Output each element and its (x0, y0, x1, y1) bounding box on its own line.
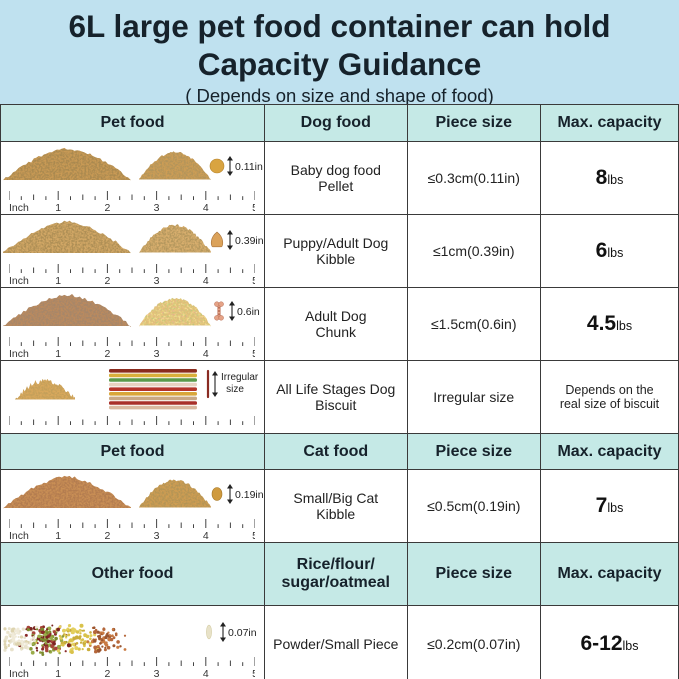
svg-text:0.6in: 0.6in (237, 306, 260, 318)
svg-text:Irregular: Irregular (221, 372, 259, 383)
svg-text:4: 4 (203, 202, 209, 214)
svg-text:1: 1 (55, 530, 61, 542)
svg-text:0.11in: 0.11in (235, 161, 263, 173)
svg-text:Inch: Inch (9, 348, 29, 360)
svg-text:3: 3 (154, 202, 160, 214)
svg-text:5: 5 (252, 668, 258, 679)
svg-text:2: 2 (104, 348, 110, 360)
svg-text:Inch: Inch (9, 530, 29, 542)
svg-text:size: size (226, 384, 244, 395)
svg-text:Inch: Inch (9, 202, 29, 214)
svg-text:4: 4 (203, 530, 209, 542)
svg-text:1: 1 (55, 348, 61, 360)
svg-text:0.19in: 0.19in (235, 489, 264, 501)
svg-text:2: 2 (104, 668, 110, 679)
svg-text:2: 2 (104, 275, 110, 287)
svg-text:3: 3 (154, 530, 160, 542)
svg-text:1: 1 (55, 668, 61, 679)
svg-text:2: 2 (104, 202, 110, 214)
svg-text:0.07in: 0.07in (228, 627, 257, 639)
svg-text:3: 3 (154, 668, 160, 679)
svg-text:3: 3 (154, 275, 160, 287)
svg-text:5: 5 (252, 348, 258, 360)
svg-text:5: 5 (252, 275, 258, 287)
svg-text:Inch: Inch (9, 275, 29, 287)
svg-text:5: 5 (252, 530, 258, 542)
svg-text:Inch: Inch (9, 668, 29, 679)
svg-text:4: 4 (203, 668, 209, 679)
svg-text:0.39in: 0.39in (235, 235, 264, 247)
svg-text:1: 1 (55, 275, 61, 287)
svg-text:4: 4 (203, 348, 209, 360)
svg-text:4: 4 (203, 275, 209, 287)
svg-text:3: 3 (154, 348, 160, 360)
svg-text:5: 5 (252, 202, 258, 214)
svg-text:2: 2 (104, 530, 110, 542)
svg-text:1: 1 (55, 202, 61, 214)
